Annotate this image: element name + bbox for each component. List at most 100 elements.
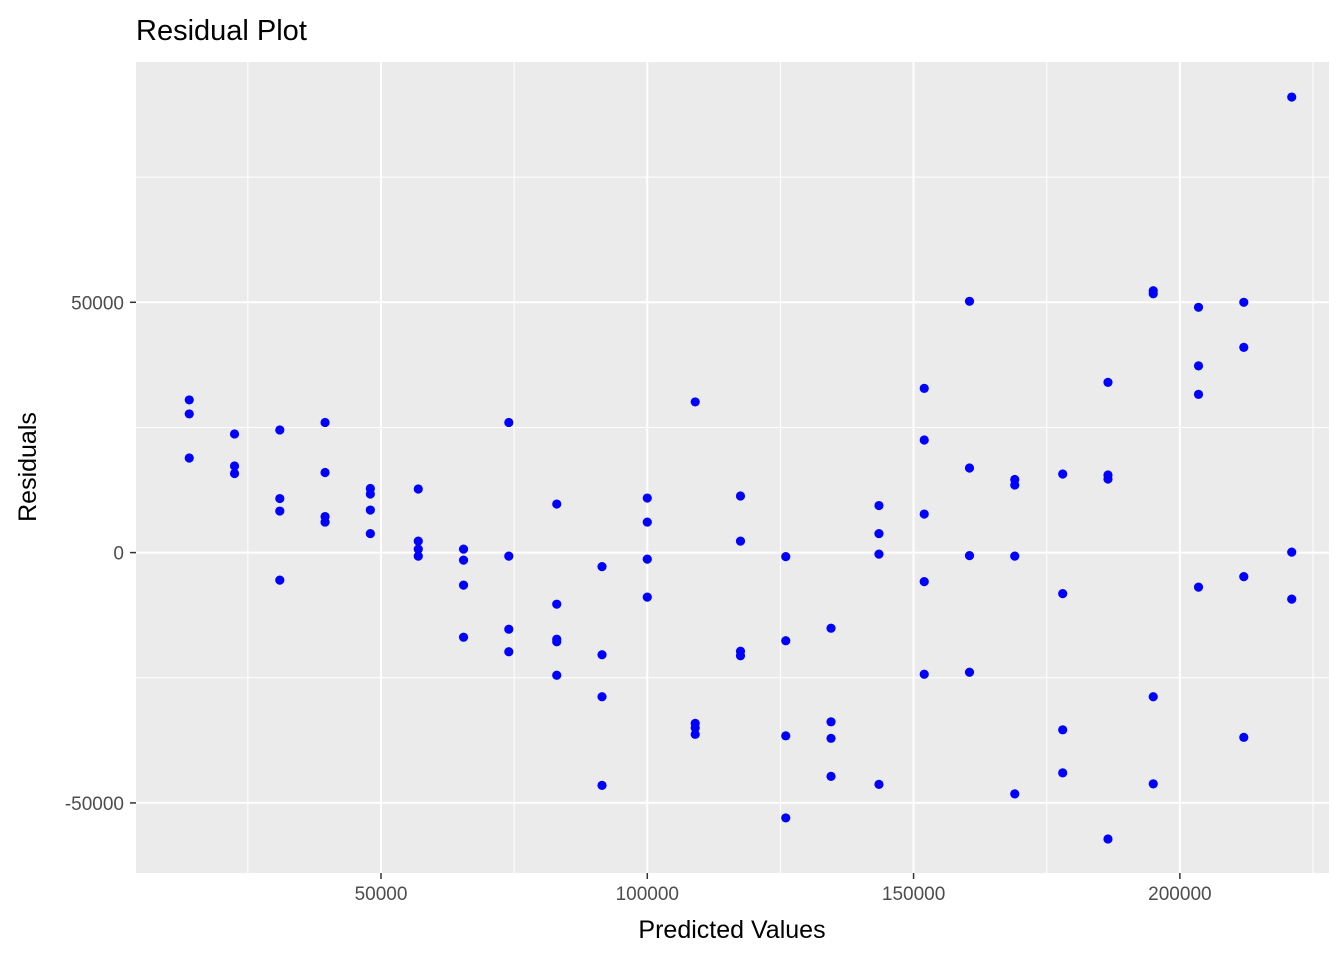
data-point bbox=[735, 491, 746, 501]
data-point bbox=[874, 500, 884, 511]
data-point bbox=[184, 395, 194, 405]
data-point bbox=[458, 580, 469, 590]
data-point bbox=[458, 632, 469, 642]
x-tick-label: 150000 bbox=[882, 884, 945, 905]
data-point bbox=[781, 636, 791, 646]
x-tick-label: 100000 bbox=[616, 884, 679, 905]
data-point bbox=[919, 577, 929, 587]
data-point bbox=[504, 624, 514, 634]
data-point bbox=[826, 733, 836, 743]
data-point bbox=[275, 575, 285, 585]
data-point bbox=[1103, 377, 1113, 387]
x-axis-ticks: 50000 100000 150000 200000 bbox=[355, 873, 1212, 905]
data-point bbox=[642, 517, 652, 527]
data-point bbox=[1239, 297, 1249, 307]
data-point bbox=[275, 425, 285, 435]
data-point bbox=[458, 555, 469, 565]
data-point bbox=[229, 461, 240, 471]
data-point bbox=[874, 549, 884, 559]
data-point bbox=[552, 670, 562, 680]
data-point bbox=[597, 780, 607, 790]
data-point bbox=[690, 729, 700, 739]
data-point bbox=[597, 692, 607, 702]
data-point bbox=[642, 554, 652, 564]
data-point bbox=[1058, 768, 1068, 778]
data-point bbox=[781, 731, 791, 741]
data-point bbox=[1287, 547, 1297, 557]
data-point bbox=[1239, 572, 1249, 582]
data-point bbox=[642, 592, 652, 602]
data-point bbox=[642, 493, 652, 503]
x-axis-title: Predicted Values bbox=[638, 916, 825, 944]
data-point bbox=[1193, 582, 1204, 592]
data-points bbox=[184, 92, 1297, 844]
data-point bbox=[413, 536, 423, 546]
data-point bbox=[874, 779, 884, 789]
data-point bbox=[1058, 725, 1068, 735]
y-tick-label: -50000 bbox=[65, 794, 124, 815]
data-point bbox=[458, 544, 469, 554]
data-point bbox=[690, 397, 700, 407]
y-tick-label: 50000 bbox=[71, 293, 124, 314]
data-point bbox=[413, 551, 423, 561]
data-point bbox=[552, 599, 562, 609]
data-point bbox=[874, 528, 884, 539]
data-point bbox=[365, 528, 375, 539]
y-axis-ticks: -50000 0 50000 bbox=[65, 293, 136, 815]
data-point bbox=[1193, 389, 1204, 400]
data-point bbox=[597, 650, 607, 660]
data-point bbox=[184, 453, 194, 463]
data-point bbox=[919, 435, 929, 445]
data-point bbox=[365, 505, 375, 515]
x-tick-label: 200000 bbox=[1148, 884, 1211, 905]
x-tick-label: 50000 bbox=[355, 884, 408, 905]
data-point bbox=[552, 637, 562, 647]
y-tick-label: 0 bbox=[113, 544, 124, 565]
data-point bbox=[320, 517, 330, 527]
data-point bbox=[1239, 732, 1249, 742]
data-point bbox=[504, 647, 514, 657]
data-point bbox=[735, 536, 746, 546]
data-point bbox=[1148, 289, 1158, 299]
data-point bbox=[781, 813, 791, 823]
data-point bbox=[413, 484, 423, 494]
data-point bbox=[1193, 361, 1204, 371]
data-point bbox=[504, 551, 514, 561]
chart-title: Residual Plot bbox=[136, 15, 307, 47]
gridlines bbox=[136, 62, 1329, 873]
data-point bbox=[1010, 789, 1020, 799]
data-point bbox=[964, 551, 975, 561]
data-point bbox=[1058, 589, 1068, 599]
data-point bbox=[365, 489, 375, 499]
data-point bbox=[1239, 342, 1249, 352]
data-point bbox=[552, 499, 562, 509]
data-point bbox=[413, 544, 423, 554]
data-point bbox=[1287, 594, 1297, 604]
data-point bbox=[504, 417, 514, 428]
data-point bbox=[919, 509, 929, 519]
data-point bbox=[229, 468, 240, 479]
data-point bbox=[1148, 692, 1158, 702]
data-point bbox=[320, 417, 330, 428]
data-point bbox=[964, 296, 975, 306]
data-point bbox=[735, 651, 746, 661]
data-point bbox=[1010, 480, 1020, 490]
data-point bbox=[1010, 551, 1020, 561]
data-point bbox=[1103, 474, 1113, 484]
data-point bbox=[919, 669, 929, 679]
data-point bbox=[1148, 779, 1158, 789]
data-point bbox=[184, 409, 194, 419]
data-point bbox=[229, 429, 240, 439]
data-point bbox=[826, 771, 836, 781]
data-point bbox=[275, 506, 285, 516]
y-axis-title: Residuals bbox=[14, 412, 42, 522]
data-point bbox=[597, 562, 607, 572]
data-point bbox=[320, 467, 330, 478]
data-point bbox=[1193, 302, 1204, 312]
data-point bbox=[964, 463, 975, 473]
data-point bbox=[1058, 469, 1068, 479]
data-point bbox=[826, 717, 836, 727]
data-point bbox=[826, 623, 836, 633]
plot-panel bbox=[136, 62, 1329, 873]
